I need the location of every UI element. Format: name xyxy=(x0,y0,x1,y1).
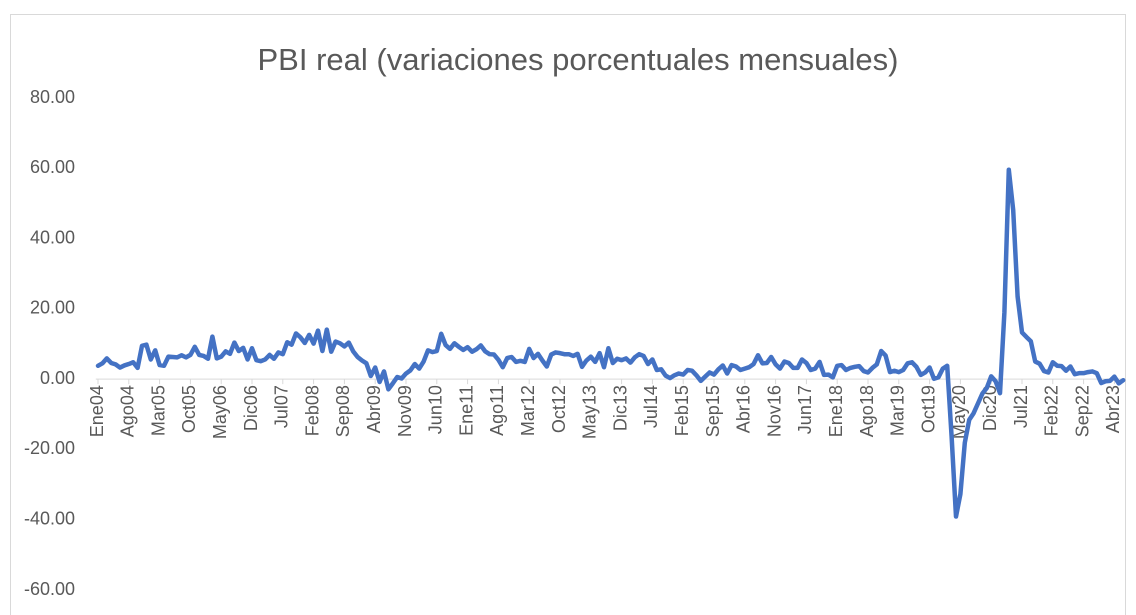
x-tick-label: Ago04 xyxy=(118,385,138,437)
x-tick-label: Feb15 xyxy=(672,385,692,436)
y-tick-label: 80.00 xyxy=(30,87,75,107)
x-tick-label: Oct05 xyxy=(179,385,199,433)
x-tick-label: Dic13 xyxy=(610,385,630,431)
x-tick-label: Mar12 xyxy=(518,385,538,436)
x-tick-label: Mar19 xyxy=(888,385,908,436)
y-tick-label: 60.00 xyxy=(30,157,75,177)
x-tick-label: Feb08 xyxy=(302,385,322,436)
x-tick-label: Ago18 xyxy=(857,385,877,437)
x-tick-label: May13 xyxy=(580,385,600,439)
x-tick-label: Jul14 xyxy=(641,385,661,428)
series-line xyxy=(95,167,1126,519)
x-tick-label: Sep15 xyxy=(703,385,723,437)
x-tick-label: Mar05 xyxy=(148,385,168,436)
x-tick-label: Dic20 xyxy=(980,385,1000,431)
x-tick-label: Feb22 xyxy=(1042,385,1062,436)
x-tick-label: Ene04 xyxy=(87,385,107,437)
x-tick-label: Abr09 xyxy=(364,385,384,433)
y-tick-label: -60.00 xyxy=(24,579,75,599)
x-tick-label: Sep22 xyxy=(1072,385,1092,437)
x-tick-label: May06 xyxy=(210,385,230,439)
x-tick-label: Nov09 xyxy=(395,385,415,437)
chart-border xyxy=(10,14,1126,615)
x-tick-label: Ago11 xyxy=(487,385,507,436)
x-tick-label: Ene18 xyxy=(826,385,846,437)
x-tick-label: Jun10 xyxy=(426,385,446,434)
y-tick-label: 20.00 xyxy=(30,298,75,318)
x-tick-label: Abr16 xyxy=(734,385,754,433)
x-tick-label: Oct19 xyxy=(918,385,938,433)
x-tick-label: Dic06 xyxy=(241,385,261,431)
x-tick-label: Abr23 xyxy=(1103,385,1123,433)
x-tick-label: Oct12 xyxy=(549,385,569,433)
chart-title: PBI real (variaciones porcentuales mensu… xyxy=(258,42,899,77)
x-tick-label: Ene11 xyxy=(456,385,476,436)
x-tick-label: Jul07 xyxy=(272,385,292,428)
x-tick-label: Jun17 xyxy=(795,385,815,434)
y-tick-label: -40.00 xyxy=(24,508,75,528)
y-tick-label: 0.00 xyxy=(40,368,75,388)
x-tick-label: May20 xyxy=(949,385,969,439)
x-tick-label: Jul21 xyxy=(1011,385,1031,428)
y-tick-label: -20.00 xyxy=(24,438,75,458)
x-tick-label: Sep08 xyxy=(333,385,353,437)
y-tick-label: 40.00 xyxy=(30,227,75,247)
x-tick-label: Nov16 xyxy=(764,385,784,437)
